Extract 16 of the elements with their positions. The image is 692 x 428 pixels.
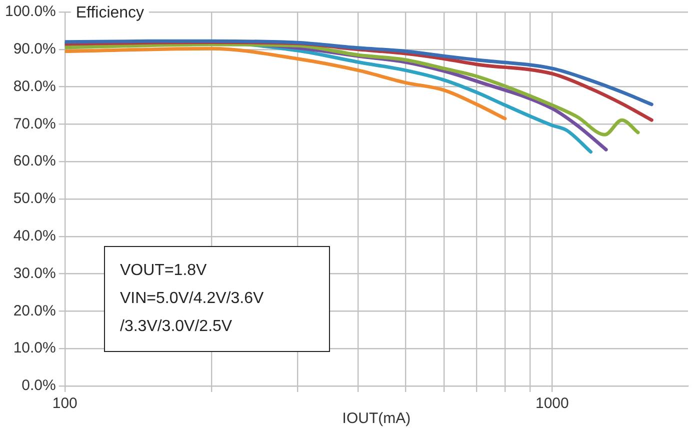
- chart-title: Efficiency: [76, 4, 144, 22]
- y-tick-label: 20.0%: [13, 302, 56, 320]
- x-tick-label: 100: [52, 395, 78, 412]
- y-tick-label: 100.0%: [5, 3, 56, 20]
- y-tick-label: 60.0%: [13, 152, 56, 170]
- y-tick-label: 90.0%: [13, 40, 56, 58]
- y-tick-label: 70.0%: [13, 115, 56, 132]
- y-tick-label: 80.0%: [13, 78, 56, 95]
- y-tick-label: 30.0%: [13, 264, 56, 282]
- y-tick-label: 0.0%: [22, 377, 56, 394]
- y-tick-label: 10.0%: [13, 340, 56, 357]
- y-tick-label: 50.0%: [13, 190, 56, 208]
- note-box: VOUT=1.8V VIN=5.0V/4.2V/3.6V /3.3V/3.0V/2.5V: [104, 246, 330, 352]
- y-tick-label: 40.0%: [13, 228, 56, 245]
- x-tick-label: 1000: [535, 395, 569, 412]
- x-axis-title: IOUT(mA): [342, 410, 411, 428]
